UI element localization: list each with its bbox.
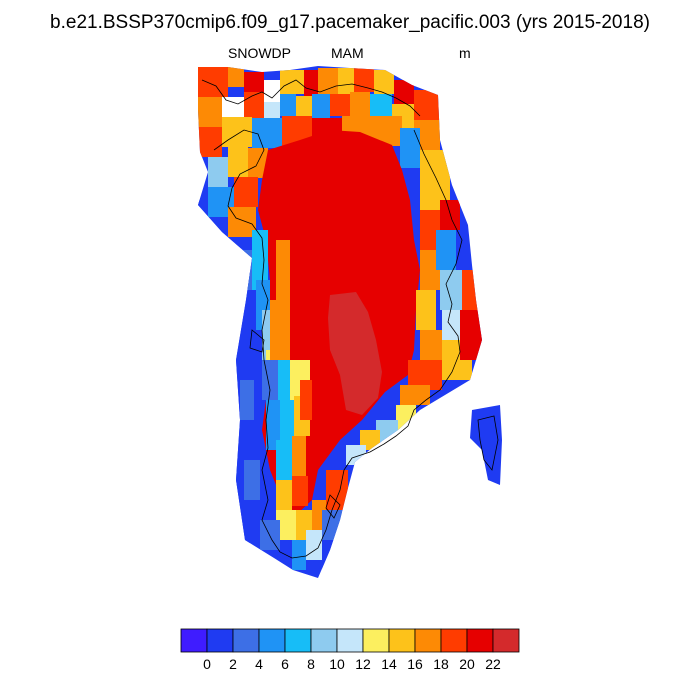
plot-title: b.e21.BSSP370cmip6.f09_g17.pacemaker_pac… — [50, 12, 650, 33]
colorbar-tick-label: 6 — [281, 656, 289, 672]
colorbar-tick-label: 2 — [229, 656, 237, 672]
colorbar-tick-label: 20 — [459, 656, 475, 672]
season-label: MAM — [331, 45, 364, 61]
snow-depth-field — [198, 66, 482, 578]
colorbar-box — [284, 628, 312, 653]
colorbar-tick-label: 12 — [355, 656, 371, 672]
colorbar-box — [232, 628, 260, 653]
colorbar-box — [440, 628, 468, 653]
coastline-lines — [201, 79, 499, 559]
colorbar-tick-label: 14 — [381, 656, 397, 672]
colorbar-box — [388, 628, 416, 653]
colorbar-box — [414, 628, 442, 653]
colorbar-box — [206, 628, 234, 653]
colorbar-tick-label: 0 — [203, 656, 211, 672]
colorbar-box — [310, 628, 338, 653]
colorbar-tick-label: 10 — [329, 656, 345, 672]
colorbar-tick-label: 4 — [255, 656, 263, 672]
colorbar-box — [362, 628, 390, 653]
units-label: m — [459, 45, 471, 61]
colorbar-tick-label: 16 — [407, 656, 423, 672]
colorbar-tick-label: 18 — [433, 656, 449, 672]
colorbar-tick-label: 8 — [307, 656, 315, 672]
variable-label: SNOWDP — [228, 45, 291, 61]
colorbar-box — [258, 628, 286, 653]
colorbar-box — [336, 628, 364, 653]
colorbar-box — [466, 628, 494, 653]
colorbar-box — [492, 628, 520, 653]
colorbar-box — [180, 628, 208, 653]
colorbar-tick-label: 22 — [485, 656, 501, 672]
